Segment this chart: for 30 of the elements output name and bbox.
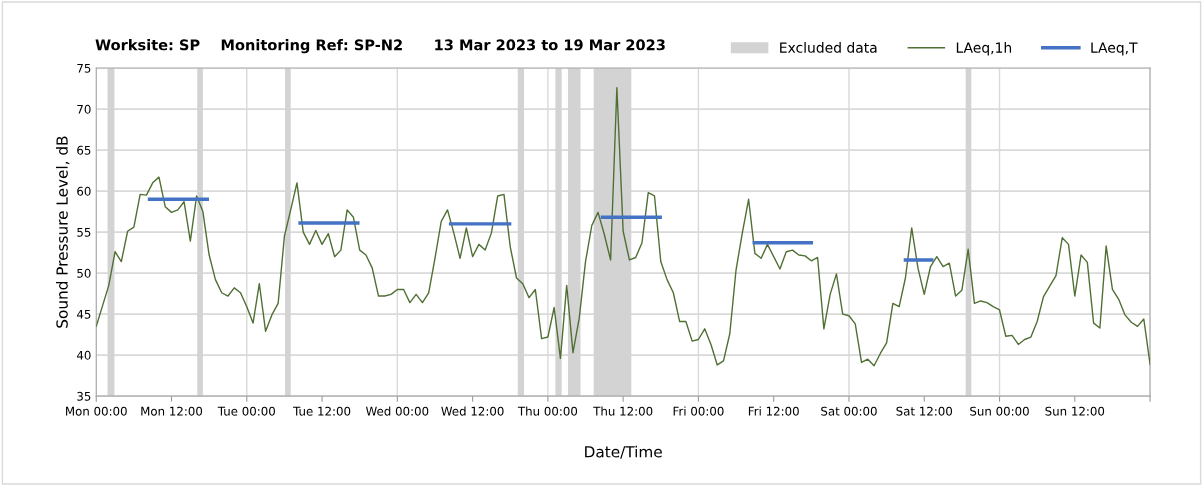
legend-label: Excluded data	[780, 42, 877, 53]
x-tick-label: Wed 12:00	[441, 406, 504, 416]
x-axis-title: Date/Time	[585, 445, 662, 459]
x-tick-label: Mon 00:00	[66, 406, 127, 416]
x-tick-label: Sun 00:00	[970, 406, 1029, 416]
y-tick-label: 75	[77, 63, 91, 73]
x-tick-label: Tue 00:00	[217, 406, 275, 416]
x-tick-label: Mon 12:00	[141, 406, 203, 416]
line-series	[96, 87, 1151, 367]
y-tick-label: 40	[76, 350, 91, 360]
x-tick-label: Sat 12:00	[896, 406, 953, 416]
legend-label: LAeq,T	[1091, 42, 1138, 56]
y-tick-label: 35	[77, 391, 91, 401]
legend-label: LAeq,1h	[956, 42, 1012, 56]
chart-title: Worksite: SP Monitoring Ref: SP-N2 13 Mar 2023 to 19 Mar 2023	[95, 39, 665, 54]
y-tick-label: 45	[76, 309, 91, 319]
x-tick-label: Fri 12:00	[748, 406, 799, 416]
x-tick-label: Sun 12:00	[1045, 406, 1105, 416]
x-tick-label: Sat 00:00	[821, 406, 877, 416]
y-tick-label: 65	[77, 145, 91, 155]
y-axis-title: Sound Pressure Level, dB	[56, 136, 70, 328]
x-tick-label: Thu 00:00	[517, 406, 578, 416]
y-tick-label: 60	[77, 186, 91, 196]
y-tick-label: 70	[77, 104, 91, 114]
y-tick-label: 50	[77, 268, 91, 278]
x-tick-label: Wed 00:00	[365, 406, 429, 416]
x-tick-label: Tue 12:00	[293, 406, 351, 416]
x-tick-label: Thu 12:00	[593, 406, 653, 416]
x-tick-label: Fri 00:00	[673, 406, 724, 416]
y-tick-label: 55	[77, 227, 91, 237]
